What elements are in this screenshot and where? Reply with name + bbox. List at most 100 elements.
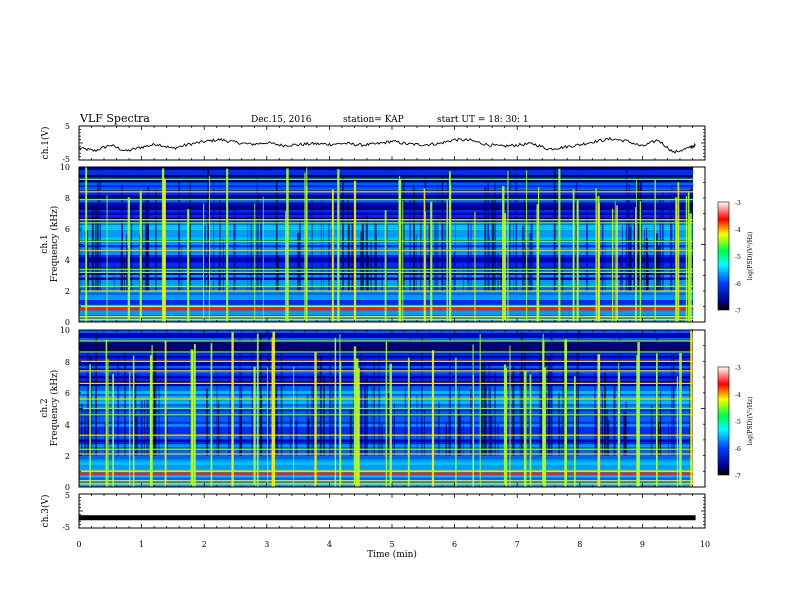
ch1-spectrogram-sferic	[285, 211, 287, 322]
ch1-spectrogram-sferic	[687, 191, 690, 322]
ch2-spectrogram-noise-column	[329, 353, 331, 456]
ch1-spectrogram-sferic	[595, 188, 597, 322]
ch1-spectrogram-noise-column	[247, 212, 249, 291]
ch1-spectrogram-sferic	[85, 167, 88, 322]
ch1-spectrogram-band	[79, 172, 693, 175]
ch1-spectrogram-noise-column	[256, 174, 258, 291]
ch2-spectrogram-tx-line	[79, 340, 693, 342]
ch2-spectrogram-noise-column	[311, 379, 313, 456]
ch1-spectrogram-sferic	[127, 197, 130, 322]
ch1-spectrogram-noise-column	[123, 257, 125, 291]
ch2-spectrogram-noise-column	[607, 419, 610, 456]
ch1-spectrogram-noise-column	[257, 190, 259, 291]
ch1-spectrogram-noise-column	[361, 213, 363, 291]
ch1-spectrogram-noise-column	[515, 172, 518, 291]
ch1-spectrogram-noise-column	[437, 187, 439, 291]
ch2-ytick-10: 10	[60, 326, 70, 335]
ch1-spectrogram-noise-column	[620, 255, 622, 291]
ch1-spectrogram-sferic	[384, 210, 387, 322]
ch2-cb-tick-3: -3	[735, 365, 741, 372]
ch1-spectrogram-noise-column	[670, 206, 672, 291]
ch2-spectrogram-noise-column	[251, 335, 253, 456]
ch2-spectrogram-noise-column	[623, 411, 625, 456]
ch1-ytick-2: 2	[65, 287, 70, 296]
ch2-spectrogram-sferic	[271, 337, 273, 487]
ch1-spectrogram-noise-column	[621, 225, 623, 291]
ch2-spectrogram-noise-column	[206, 388, 209, 456]
ch2-spectrogram-noise-column	[483, 364, 486, 456]
ch1-spectrogram-sferic	[536, 204, 539, 322]
ch1-spectrogram-noise-column	[625, 167, 628, 291]
ch2-spectrogram-noise-column	[275, 381, 278, 456]
ch1-spectrogram-noise-column	[342, 176, 344, 291]
ch1-spectrogram-noise-column	[467, 219, 470, 291]
ch1-spectrogram-sferic	[576, 200, 579, 322]
ch1-spectrogram-noise-column	[455, 222, 456, 291]
ch2-spectrogram-noise-column	[562, 346, 564, 456]
ch2-spectrogram-band	[79, 330, 693, 333]
ch1-spectrogram-sferic	[558, 168, 561, 322]
ch2-spectrogram-noise-column	[319, 355, 322, 456]
ch2-spectrogram-sferic	[431, 350, 435, 487]
ch3-voltage-label: ch.3(V)	[40, 495, 51, 528]
ch2-spectrogram-sferic	[231, 332, 234, 487]
ch2-spectrogram-noise-column	[143, 399, 145, 456]
ch1-spectrogram-sferic	[187, 209, 190, 322]
ch2-spectrogram-band	[79, 335, 693, 339]
ch1-spectrogram-sferic	[689, 213, 692, 322]
ch1-spectrogram-sferic	[654, 179, 656, 322]
ch2-ytick-6: 6	[65, 389, 70, 398]
ch1-spectrogram-sferic	[573, 199, 575, 322]
ch1-spectrogram-noise-column	[144, 200, 147, 291]
ch2-spectrogram-heatmap	[79, 330, 693, 487]
ch2-spectrogram-sferic	[542, 341, 545, 487]
ch2-spectrogram-noise-column	[352, 393, 354, 456]
ch2-spectrogram-noise-column	[229, 352, 231, 456]
ch1-spectrogram-noise-column	[86, 230, 89, 291]
ch1-cb-tick-7: -7	[735, 308, 741, 315]
ch1-spectrogram-noise-column	[126, 234, 127, 291]
ch1-spectrogram-noise-column	[601, 213, 604, 291]
ch2-spectrogram-noise-column	[393, 403, 395, 456]
ch1-spectrogram-noise-column	[529, 233, 531, 291]
ch2-spectrogram-noise-column	[462, 420, 464, 456]
ch1-spectrogram-sferic	[306, 167, 308, 322]
ch2-spectrogram-noise-column	[548, 356, 550, 456]
ch1-spectrogram-noise-column	[347, 193, 349, 291]
ch1-spectrogram-noise-column	[509, 171, 511, 291]
ch2-spectrogram-noise-column	[307, 417, 310, 456]
ch1-spectrogram-noise-column	[218, 259, 221, 291]
ch1-spectrogram-noise-column	[80, 211, 82, 291]
ch2-spectrogram-noise-column	[577, 331, 579, 456]
ch1-spectrogram-sferic	[106, 195, 108, 322]
ch1-spectrogram-band	[79, 179, 693, 183]
ch1-ytick-10: 10	[60, 163, 70, 172]
ch1-spectrogram-sferic	[538, 189, 539, 322]
ch1-spectrogram-noise-column	[260, 205, 263, 291]
ch2-spectrogram-noise-column	[141, 400, 143, 456]
ch2-spectrogram-noise-column	[606, 409, 608, 456]
ch2-spectrogram-noise-column	[657, 421, 660, 456]
ch3-ytick-min: -5	[62, 523, 70, 532]
ch1-spectrogram-sferic	[616, 205, 618, 322]
ch1-spectrogram-band	[79, 199, 693, 203]
ch2-spectrogram-noise-column	[490, 389, 491, 456]
ch2-spectrogram-noise-column	[217, 403, 219, 456]
ch1-spectrogram-band	[79, 167, 693, 170]
ch2-spectrogram-sferic	[505, 367, 508, 487]
ch1-spectrogram-noise-column	[586, 202, 588, 291]
ch1-spectrogram-panel: 10 8 6 4 2 0 ch.1 Frequency (kHz) -3 -4 …	[40, 163, 754, 327]
ch1-spectrogram-noise-column	[94, 205, 97, 291]
ch2-spectrogram-noise-column	[604, 372, 607, 456]
ch1-spectrogram-sferic	[635, 207, 636, 322]
ch2-spectrogram-sferic	[543, 367, 547, 487]
ch2-spectrogram-noise-column	[239, 421, 242, 456]
ch2-spectrogram-noise-column	[445, 422, 447, 456]
ch2-spectrogram-noise-column	[158, 382, 160, 456]
ch1-spectrogram-noise-column	[320, 200, 322, 291]
ch1-spectrogram-band	[79, 202, 693, 205]
ch2-spectrogram-sferic	[357, 368, 360, 487]
ch1-spectrogram-band	[79, 184, 693, 188]
ch1-spectrogram-noise-column	[277, 255, 279, 291]
ch2-spectrogram-sferic	[112, 374, 114, 487]
